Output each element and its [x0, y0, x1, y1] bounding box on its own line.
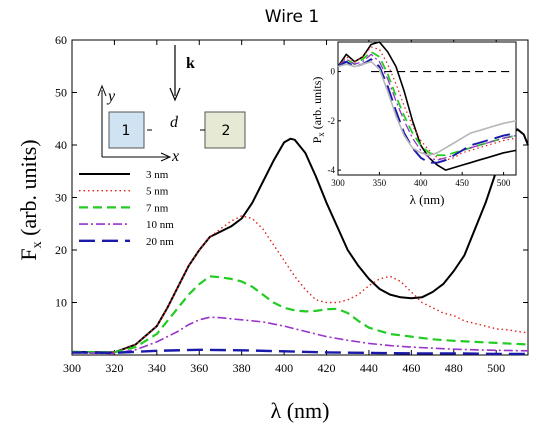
- inset-series-group: [337, 41, 517, 171]
- y-tick-label: 60: [55, 33, 67, 47]
- x-tick-label: 480: [445, 361, 463, 375]
- legend-label: 10 nm: [146, 219, 174, 231]
- schematic-y-label: y: [106, 88, 116, 105]
- wave-vector-arrowhead: [169, 87, 181, 102]
- inset-y-axis-label-main: P: [310, 136, 324, 143]
- x-tick-label: 380: [233, 361, 251, 375]
- x-tick-label: 400: [275, 361, 293, 375]
- inset-series-line-5-nm: [337, 46, 517, 161]
- schematic-y-arrowhead: [97, 84, 107, 97]
- inset-x-axis-label: λ (nm): [410, 192, 445, 207]
- wire-2-box: [204, 111, 246, 149]
- gap-label: d: [170, 114, 179, 131]
- inset-y-tick-label: 0: [331, 67, 336, 77]
- schematic-x-arrowhead: [160, 152, 172, 162]
- inset-y-tick-label: -4: [328, 165, 336, 175]
- inset-x-tick-label: 450: [455, 178, 469, 188]
- inset-x-tick-label: 400: [414, 178, 428, 188]
- series-line-7-nm: [71, 275, 529, 354]
- x-tick-label: 440: [360, 361, 378, 375]
- x-axis-label: λ (nm): [271, 398, 330, 423]
- x-tick-label: 360: [190, 361, 208, 375]
- inset-y-axis-label-units: (arb. units): [310, 77, 324, 133]
- y-tick-label: 50: [55, 86, 67, 100]
- wire-1-box: [108, 111, 145, 149]
- chart-title: Wire 1: [265, 7, 319, 27]
- legend-label: 3 nm: [146, 169, 169, 181]
- inset-y-tick-label: -2: [328, 116, 336, 126]
- inset-series-line-3-nm: [337, 41, 517, 171]
- y-axis-label-main: F: [16, 248, 41, 260]
- x-tick-label: 420: [318, 361, 336, 375]
- inset-y-axis-label: Px (arb. units): [310, 77, 326, 144]
- legend-label: 20 nm: [146, 236, 174, 248]
- main-axis-ticks: 300 320 340 360 380 400 420 440 460 480 5001020304…: [55, 33, 528, 375]
- wire-1-label: 1: [122, 123, 131, 139]
- wire-2-label: 2: [222, 123, 231, 139]
- x-tick-label: 300: [63, 361, 81, 375]
- x-tick-label: 500: [487, 361, 505, 375]
- main-series-group: [71, 128, 529, 356]
- series-line-10-nm: [71, 316, 529, 355]
- y-axis-label-sub: x: [30, 241, 45, 248]
- inset-x-tick-label: 500: [497, 178, 511, 188]
- inset-y-axis-label-sub: x: [316, 132, 326, 137]
- series-line-20-nm: [71, 348, 528, 356]
- x-tick-label: 340: [148, 361, 166, 375]
- wire-schematic: y x 1 2 d k: [97, 45, 246, 165]
- series-line-3-nm: [71, 128, 529, 354]
- x-tick-label: 460: [402, 361, 420, 375]
- legend: 3 nm 5 nm 7 nm 10 nm 20 nm: [79, 169, 174, 248]
- inset-series-line-grey: [337, 60, 517, 157]
- y-axis-label: Fx (arb. units): [16, 139, 45, 260]
- inset-chart: 300 350 400 450 500 0 -2 -4 λ (nm) Px (arb. uni…: [310, 41, 517, 207]
- inset-axis-ticks: 300 350 400 450 500 0 -2 -4: [328, 67, 511, 188]
- inset-series-line-20-nm: [337, 58, 517, 164]
- legend-label: 5 nm: [146, 186, 169, 198]
- y-tick-label: 20: [55, 243, 67, 257]
- inset-x-tick-label: 350: [373, 178, 387, 188]
- inset-frame: [337, 41, 517, 176]
- series-line-5-nm: [71, 215, 529, 354]
- y-tick-label: 30: [55, 191, 67, 205]
- legend-label: 7 nm: [146, 202, 169, 214]
- y-tick-label: 40: [55, 138, 67, 152]
- y-axis-label-units: (arb. units): [16, 139, 41, 241]
- inset-x-tick-label: 300: [331, 178, 345, 188]
- x-tick-label: 320: [105, 361, 123, 375]
- schematic-x-label: x: [171, 148, 179, 165]
- wave-vector-label: k: [186, 55, 195, 72]
- y-tick-label: 10: [55, 296, 67, 310]
